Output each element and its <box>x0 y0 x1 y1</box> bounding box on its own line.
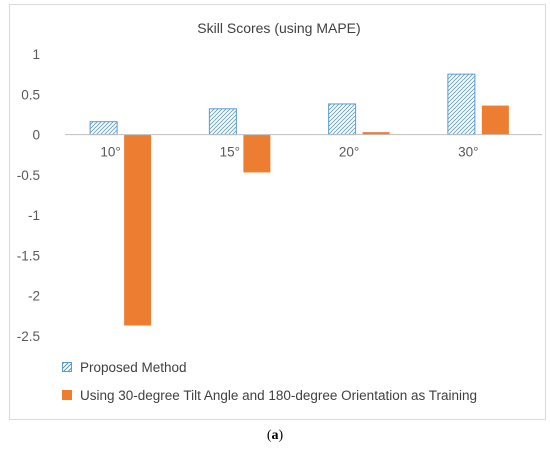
x-tick-label: 15° <box>220 145 240 160</box>
legend-item-training-baseline: Using 30-degree Tilt Angle and 180-degre… <box>62 387 477 403</box>
bar-training-baseline <box>243 134 271 173</box>
x-tick-label: 10° <box>100 145 120 160</box>
y-tick-label: -1.5 <box>17 248 40 263</box>
y-tick-label: 0 <box>32 128 40 143</box>
panel-caption: (a) <box>0 428 550 444</box>
legend-label-training-baseline: Using 30-degree Tilt Angle and 180-degre… <box>80 387 478 403</box>
legend-swatch-hatched <box>62 362 72 372</box>
skill-score-chart: Skill Scores (using MAPE) 1 0.5 0 -0.5 -1 -1.… <box>17 20 542 344</box>
chart-title: Skill Scores (using MAPE) <box>197 20 360 36</box>
x-axis-labels: 10° 15° 20° 30° <box>100 145 478 160</box>
chart-frame: Skill Scores (using MAPE) 1 0.5 0 -0.5 -1 -1.… <box>9 4 546 420</box>
bars <box>89 73 509 326</box>
bar-training-baseline <box>362 132 390 135</box>
bar-proposed-method <box>89 121 118 136</box>
y-tick-label: -2.5 <box>17 329 40 344</box>
y-tick-label: 1 <box>32 47 40 62</box>
x-tick-label: 20° <box>339 145 359 160</box>
bar-proposed-method <box>328 103 357 136</box>
caption-close: ) <box>278 428 284 443</box>
y-tick-label: -1 <box>28 208 40 223</box>
y-axis-ticks: 1 0.5 0 -0.5 -1 -1.5 -2 -2.5 <box>17 47 40 344</box>
bar-training-baseline <box>481 105 509 135</box>
y-tick-label: -0.5 <box>17 168 40 183</box>
y-tick-label: 0.5 <box>21 87 40 102</box>
caption-open: ( <box>266 428 272 443</box>
legend-swatch-solid <box>62 390 72 400</box>
x-tick-label: 30° <box>458 145 478 160</box>
legend-label-proposed-method: Proposed Method <box>80 359 187 375</box>
bar-proposed-method <box>447 73 476 136</box>
y-tick-label: -2 <box>28 289 40 304</box>
legend-item-proposed-method: Proposed Method <box>62 359 187 375</box>
bar-proposed-method <box>208 108 237 136</box>
caption-label: a <box>271 428 279 443</box>
bar-training-baseline <box>124 134 152 326</box>
